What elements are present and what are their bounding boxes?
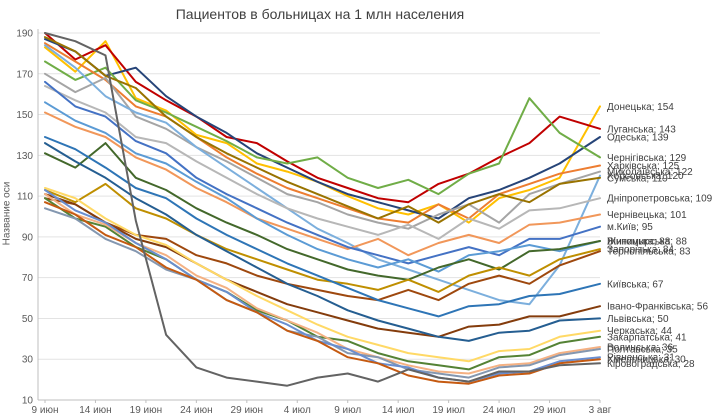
series-end-label-Черкаська: Черкаська; 44 xyxy=(607,326,672,337)
series-line-Полтавська xyxy=(44,207,601,379)
series-end-label-Вінницька: Вінницька; 88 xyxy=(607,236,671,247)
series-line-м.Київ xyxy=(44,80,601,265)
x-tick-label: 9 июн xyxy=(32,405,59,416)
series-end-label-Миколаївська: Миколаївська; 122 xyxy=(607,167,693,178)
series-end-label-Івано-Франківська: Івано-Франківська; 56 xyxy=(607,302,708,313)
x-tick-label: 29 июн xyxy=(231,405,264,416)
series-end-label-Рівненська: Рівненська; 31 xyxy=(607,353,675,364)
y-tick-label: 90 xyxy=(22,232,34,243)
x-tick-label: 14 июл xyxy=(382,405,415,416)
x-tick-label: 4 июл xyxy=(284,405,311,416)
x-tick-label: 24 июн xyxy=(180,405,213,416)
y-tick-label: 30 xyxy=(22,355,34,366)
series-line-Сумська xyxy=(44,36,601,224)
series-end-label-Одеська: Одеська; 139 xyxy=(607,132,669,143)
series-end-label-Херсонська: Херсонська; 120 xyxy=(607,171,684,182)
series-end-label-Донецька: Донецька; 154 xyxy=(607,102,674,113)
series-line-Київська xyxy=(44,136,601,318)
y-tick-label: 10 xyxy=(22,396,34,407)
series-line-Черкаська xyxy=(44,187,601,363)
y-tick-label: 50 xyxy=(22,314,34,325)
x-tick-label: 29 июл xyxy=(533,405,566,416)
series-end-label-Львівська: Львівська; 50 xyxy=(607,314,669,325)
series-end-label-Житомирська: Житомирська; 88 xyxy=(607,236,687,247)
x-tick-label: 3 авг xyxy=(589,405,612,416)
series-line-Львівська xyxy=(44,142,601,342)
x-tick-label: 9 июл xyxy=(334,405,361,416)
series-end-label-Луганська: Луганська; 143 xyxy=(607,124,676,135)
series-end-label-Полтавська: Полтавська; 35 xyxy=(607,345,678,356)
series-line-Луганська xyxy=(44,32,601,204)
series-line-Івано-Франківська xyxy=(44,193,601,338)
series-line-Дніпропетровська xyxy=(44,85,601,240)
series-end-label-Чернівецька: Чернівецька; 101 xyxy=(607,210,687,221)
series-line-Одеська xyxy=(44,38,601,220)
series-end-label-Київська: Київська; 67 xyxy=(607,279,664,290)
chart-title: Пациентов в больницах на 1 млн населения xyxy=(175,6,465,22)
y-tick-label: 170 xyxy=(16,69,33,80)
series-end-label-Чернігівська: Чернігівська; 129 xyxy=(607,153,687,164)
series-line-Вінницька xyxy=(44,101,601,273)
series-line-Чернівецька xyxy=(44,111,601,257)
series-end-label-Хмельницька: Хмельницька; 30 xyxy=(607,355,686,366)
series-line-Миколаївська xyxy=(44,72,601,230)
series-end-label-Волинська: Волинська; 36 xyxy=(607,342,673,353)
series-line-Чернігівська xyxy=(44,60,601,196)
y-tick-label: 130 xyxy=(16,151,33,162)
y-tick-label: 110 xyxy=(17,192,33,203)
series-line-Хмельницька xyxy=(44,201,601,385)
series-line-Волинська xyxy=(44,193,601,375)
series-end-label-Запорізька: Запорізька; 84 xyxy=(607,245,674,256)
series-line-Житомирська xyxy=(44,142,601,281)
series-end-label-Харківська: Харківська; 125 xyxy=(607,161,680,172)
series-line-Кіровоградська xyxy=(44,32,601,387)
y-tick-label: 150 xyxy=(16,110,33,121)
x-tick-label: 19 июн xyxy=(130,405,163,416)
y-tick-label: 70 xyxy=(22,273,34,284)
series-line-Херсонська xyxy=(44,44,601,306)
series-end-label-Дніпропетровська: Дніпропетровська; 109 xyxy=(607,194,713,205)
series-end-label-Закарпатська: Закарпатська; 41 xyxy=(607,332,687,343)
x-tick-label: 24 июл xyxy=(483,405,516,416)
series-end-label-Сумська: Сумська; 119 xyxy=(607,173,668,184)
y-axis-title: Название оси xyxy=(1,181,13,246)
y-tick-label: 190 xyxy=(16,29,33,40)
series-end-label-м.Київ: м.Київ; 95 xyxy=(607,222,653,233)
series-end-label-Тернопільська: Тернопільська; 83 xyxy=(607,247,691,258)
series-end-label-Кіровоградська: Кіровоградська; 28 xyxy=(607,359,695,370)
x-tick-label: 19 июл xyxy=(432,405,465,416)
series-line-Запорізька xyxy=(44,182,601,293)
x-tick-label: 14 июн xyxy=(79,405,112,416)
